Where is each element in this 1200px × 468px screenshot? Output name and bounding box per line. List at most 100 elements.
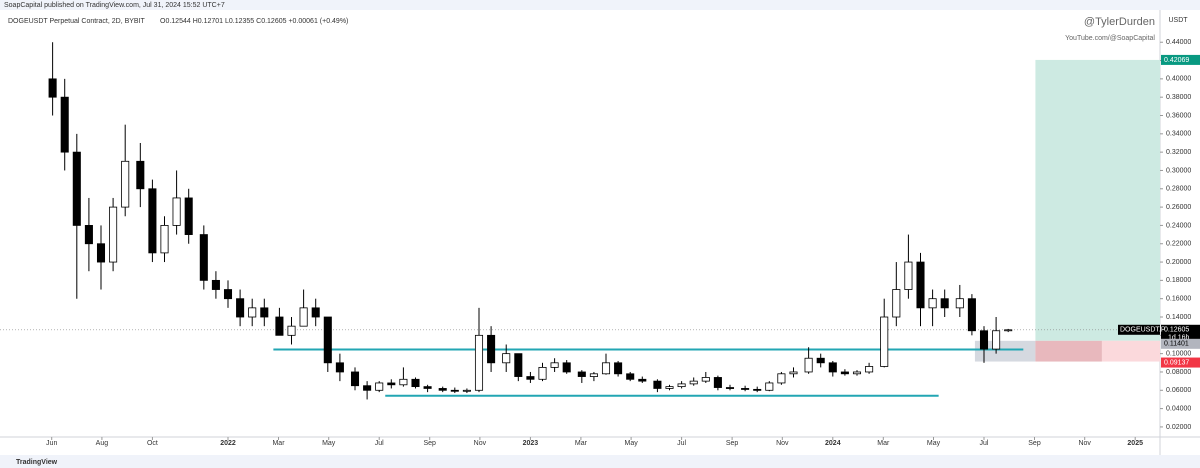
candle-body [375, 382, 384, 391]
candle-body [916, 261, 925, 309]
candle-body [677, 383, 686, 388]
candle-body [665, 386, 674, 389]
ohlc-readout: O0.12544 H0.12701 L0.12355 C0.12605 +0.0… [160, 18, 348, 25]
x-tick-label: Jul [677, 440, 686, 447]
position-stop-box-extension [1101, 340, 1160, 362]
candle-body [904, 261, 913, 290]
y-tick-label: 0.14000 [1166, 314, 1191, 321]
candle-body [299, 307, 308, 327]
y-tick-label: 0.26000 [1166, 204, 1191, 211]
candle-body [450, 389, 459, 392]
x-tick-label: Nov [776, 440, 789, 447]
entry-label-bg [1161, 338, 1200, 349]
candle-body [538, 366, 547, 380]
candle-body [701, 377, 710, 382]
target-label-bg [1161, 54, 1200, 65]
x-tick-label: Jun [46, 440, 57, 447]
candle-body [589, 373, 598, 377]
candle-body [148, 188, 157, 254]
y-tick-label: 0.18000 [1166, 277, 1191, 284]
candle-body [109, 206, 118, 263]
x-tick-label: May [322, 440, 336, 447]
top-bar [0, 0, 1200, 10]
candle-body [550, 362, 559, 368]
y-tick-label: 0.32000 [1166, 149, 1191, 156]
x-tick-label: Nov [1078, 440, 1091, 447]
x-tick-label: Mar [877, 440, 890, 447]
y-tick-label: 0.28000 [1166, 186, 1191, 193]
candle-body [121, 160, 130, 208]
x-tick-label: Aug [96, 440, 109, 447]
candle-body [160, 225, 169, 254]
candle-body [48, 78, 57, 98]
candle-body [350, 371, 360, 387]
x-tick-label: Mar [575, 440, 588, 447]
symbol-label: DOGEUSDT.P [1120, 327, 1166, 334]
candle-body [96, 243, 106, 263]
axis-unit: USDT [1168, 17, 1188, 24]
x-tick-label: 2023 [523, 440, 539, 447]
candle-body [653, 380, 662, 389]
candle-body [172, 197, 181, 226]
x-tick-label: Jul [980, 440, 989, 447]
candle-body [992, 330, 1001, 350]
candle-body [804, 357, 813, 373]
watermark-handle: @TylerDurden [1084, 16, 1155, 28]
candle-body [840, 371, 849, 375]
candle-body [789, 371, 798, 375]
last-price-label-bg [1161, 324, 1200, 335]
entry-label: 0.11401 [1164, 341, 1189, 348]
y-tick-label: 0.08000 [1166, 369, 1191, 376]
x-tick-label: Sep [1028, 440, 1041, 447]
candle-body [387, 382, 396, 386]
candle-body [474, 334, 484, 391]
watermark-channel: YouTube.com/@SoapCapital [1065, 35, 1155, 42]
position-stop-box [1035, 340, 1102, 362]
y-tick-label: 0.06000 [1166, 387, 1191, 394]
y-tick-label: 0.38000 [1166, 94, 1191, 101]
candle-body [865, 366, 874, 373]
candle-body [502, 353, 511, 364]
candle-body [84, 225, 93, 245]
symbol-label-bg [1118, 324, 1160, 335]
stop-label-bg [1161, 357, 1200, 368]
candle-body [741, 388, 750, 390]
candle-body [626, 373, 635, 380]
footer-brand: TradingView [16, 459, 58, 466]
candle-body [689, 380, 698, 385]
candle-body [260, 307, 269, 318]
candle-body [967, 298, 976, 332]
candle-body [287, 325, 296, 336]
x-tick-label: Oct [147, 440, 158, 447]
y-tick-label: 0.22000 [1166, 241, 1191, 248]
candle-body [601, 362, 611, 375]
candle-body [638, 378, 647, 382]
countdown: 1d 16h [1168, 335, 1190, 342]
y-tick-label: 0.30000 [1166, 167, 1191, 174]
x-tick-label: May [927, 440, 941, 447]
stop-label: 0.09137 [1164, 359, 1189, 366]
x-tick-label: Jul [375, 440, 384, 447]
countdown-bg [1161, 333, 1200, 342]
candle-body [765, 382, 774, 391]
position-target-box [1035, 59, 1160, 341]
candle-body [614, 362, 623, 375]
x-tick-label: Sep [423, 440, 436, 447]
candle-body [323, 316, 332, 364]
y-tick-label: 0.10000 [1166, 350, 1191, 357]
candle-body [955, 298, 964, 309]
candle-body [136, 160, 145, 190]
y-tick-label: 0.04000 [1166, 405, 1191, 412]
candle-body [979, 330, 989, 350]
y-tick-label: 0.34000 [1166, 131, 1191, 138]
candle-body [363, 385, 372, 391]
candle-body [514, 353, 523, 377]
candle-body [211, 279, 220, 290]
candle-body [892, 289, 901, 318]
y-tick-label: 0.02000 [1166, 424, 1191, 431]
x-tick-label: Sep [726, 440, 739, 447]
y-tick-label: 0.40000 [1166, 76, 1191, 83]
candle-body [438, 388, 447, 391]
x-tick-label: Nov [474, 440, 487, 447]
